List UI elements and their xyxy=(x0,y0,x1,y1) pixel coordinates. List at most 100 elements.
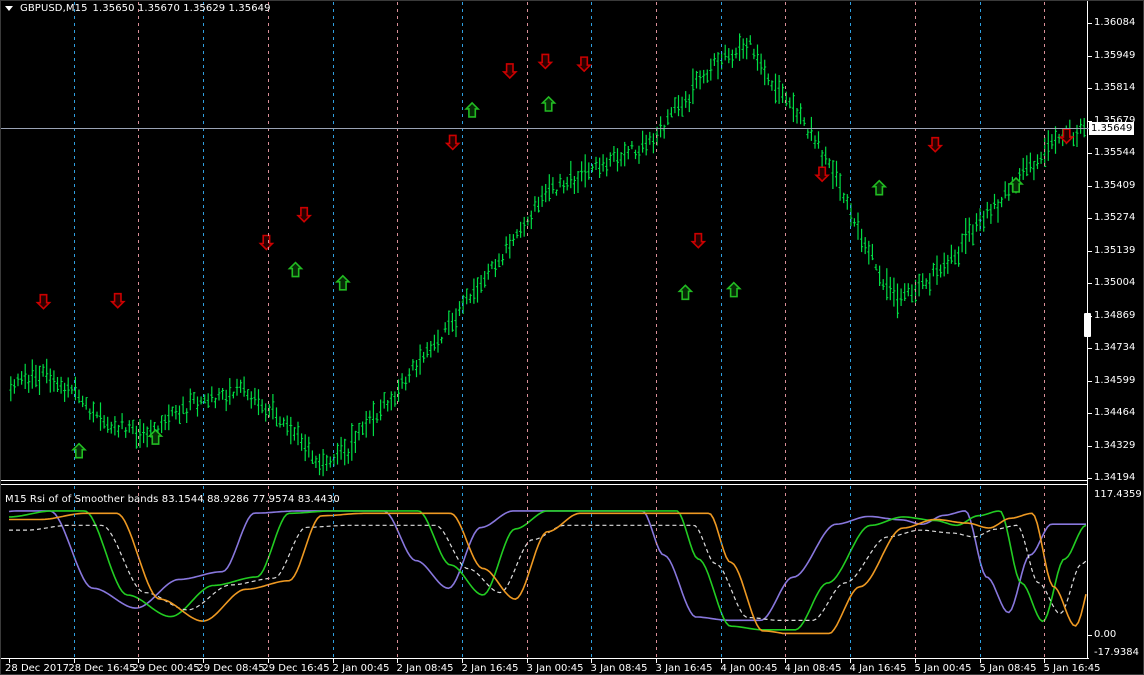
vertical-gridline xyxy=(138,486,139,658)
sell-arrow-icon xyxy=(927,136,944,153)
time-tick-label: 3 Jan 00:45 xyxy=(526,663,584,674)
vertical-gridline xyxy=(980,2,981,480)
price-tick-label: 1.34734 xyxy=(1094,342,1136,353)
rsi-signal-dashed-line xyxy=(9,524,1087,621)
buy-arrow-icon xyxy=(677,284,694,301)
buy-arrow-icon xyxy=(871,179,888,196)
price-tick xyxy=(1088,348,1092,349)
vertical-gridline xyxy=(203,2,204,480)
time-tick xyxy=(591,659,592,663)
sell-arrow-icon xyxy=(576,56,593,73)
sell-arrow-icon xyxy=(537,53,554,70)
buy-arrow-icon xyxy=(464,101,481,118)
time-tick xyxy=(268,659,269,663)
time-tick xyxy=(138,659,139,663)
buy-arrow-icon xyxy=(147,428,164,445)
time-tick xyxy=(656,659,657,663)
rsi-green-line xyxy=(9,510,1087,631)
time-tick xyxy=(850,659,851,663)
time-tick-label: 3 Jan 08:45 xyxy=(590,663,648,674)
vertical-gridline xyxy=(333,2,334,480)
sell-arrow-icon xyxy=(258,234,275,251)
time-tick xyxy=(527,659,528,663)
price-tick-label: 1.35814 xyxy=(1094,82,1136,93)
indicator-tick-label: 0.00 xyxy=(1094,629,1117,640)
vertical-gridline xyxy=(915,2,916,480)
time-tick-label: 4 Jan 00:45 xyxy=(720,663,778,674)
vertical-gridline xyxy=(527,2,528,480)
price-tick xyxy=(1088,413,1092,414)
time-tick-label: 2 Jan 00:45 xyxy=(332,663,390,674)
price-tick xyxy=(1088,88,1092,89)
vertical-gridline xyxy=(397,486,398,658)
price-tick-label: 1.34329 xyxy=(1094,439,1136,451)
price-tick xyxy=(1088,218,1092,219)
price-tick-label: 1.35409 xyxy=(1094,179,1136,191)
price-tick-label: 1.35679 xyxy=(1094,114,1136,126)
current-price-line xyxy=(1,128,1089,129)
vertical-gridline xyxy=(74,486,75,658)
time-scale[interactable]: 28 Dec 2017 28 Dec 16:45 29 Dec 00:45 29 De… xyxy=(1,658,1100,674)
vertical-gridline xyxy=(527,486,528,658)
indicator-tick xyxy=(1088,635,1092,636)
buy-arrow-icon xyxy=(1008,176,1024,193)
vertical-scroll-thumb[interactable] xyxy=(1084,313,1091,337)
price-chart-canvas xyxy=(9,33,1086,477)
vertical-gridline xyxy=(785,486,786,658)
buy-arrow-icon xyxy=(71,442,87,459)
vertical-gridline xyxy=(462,2,463,480)
price-tick-label: 1.35949 xyxy=(1094,49,1136,61)
price-tick xyxy=(1088,445,1092,447)
time-tick-label: 29 Dec 08:45 xyxy=(197,663,265,674)
sell-arrow-icon xyxy=(1058,128,1075,145)
vertical-gridline xyxy=(203,486,204,658)
price-tick xyxy=(1088,153,1092,154)
vertical-gridline xyxy=(785,2,786,480)
price-tick-label: 1.35544 xyxy=(1094,147,1136,158)
time-tick-label: 5 Jan 16:45 xyxy=(1043,663,1101,674)
time-tick xyxy=(721,659,722,663)
price-tick xyxy=(1088,380,1092,382)
vertical-gridline xyxy=(397,2,398,480)
time-tick xyxy=(785,659,786,663)
price-tick-label: 1.35139 xyxy=(1094,244,1136,256)
buy-arrow-icon xyxy=(725,281,742,298)
vertical-gridline xyxy=(268,2,269,480)
vertical-gridline xyxy=(656,2,657,480)
vertical-gridline xyxy=(721,2,722,480)
price-tick-label: 1.34194 xyxy=(1094,472,1136,483)
buy-arrow-icon xyxy=(540,95,557,112)
time-tick-label: 29 Dec 00:45 xyxy=(132,663,200,674)
vertical-gridline xyxy=(268,486,269,658)
price-tick-label: 1.36084 xyxy=(1094,17,1136,28)
time-tick xyxy=(74,659,75,663)
time-tick-label: 29 Dec 16:45 xyxy=(262,663,330,674)
sell-arrow-icon xyxy=(501,63,518,80)
pane-separator-bottom xyxy=(1,484,1089,485)
vertical-gridline xyxy=(980,486,981,658)
vertical-gridline xyxy=(138,2,139,480)
time-tick-label: 28 Dec 16:45 xyxy=(68,663,136,674)
indicator-pane[interactable] xyxy=(1,486,1089,658)
vertical-gridline xyxy=(591,2,592,480)
vertical-gridline xyxy=(915,486,916,658)
time-tick-label: 4 Jan 16:45 xyxy=(849,663,907,674)
sell-arrow-icon xyxy=(35,293,52,310)
time-tick xyxy=(1044,659,1045,663)
signal-arrow-markers xyxy=(35,53,1075,459)
sell-arrow-icon xyxy=(814,166,831,183)
price-scale[interactable]: 1.36084 1.35949 1.35814 1.35679 1.35544 1.354… xyxy=(1084,1,1143,674)
price-tick xyxy=(1088,478,1092,479)
vertical-gridline xyxy=(1044,2,1045,480)
sell-arrow-icon xyxy=(296,206,313,223)
price-tick xyxy=(1088,23,1092,24)
vertical-gridline xyxy=(721,486,722,658)
vertical-gridline xyxy=(850,486,851,658)
price-chart-pane[interactable] xyxy=(1,2,1089,480)
price-tick-label: 1.34464 xyxy=(1094,407,1136,418)
price-tick xyxy=(1088,283,1092,284)
time-tick xyxy=(333,659,334,663)
sell-arrow-icon xyxy=(444,134,461,151)
sell-arrow-icon xyxy=(690,232,707,249)
